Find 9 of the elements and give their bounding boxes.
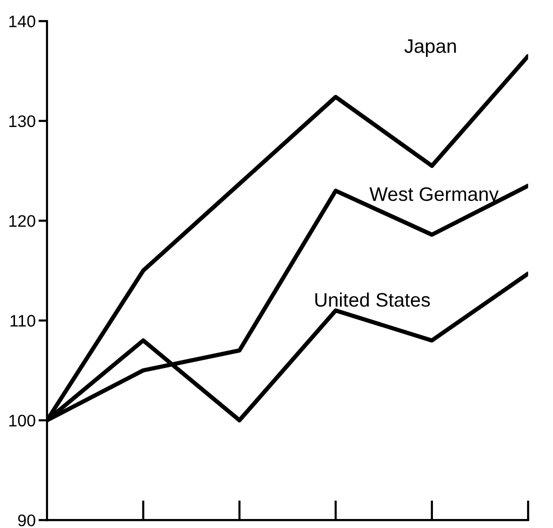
y-tick-label: 90 (18, 514, 36, 526)
y-tick-label: 140 (9, 16, 36, 28)
series-label: United States (315, 292, 430, 307)
y-tick-label: 110 (10, 314, 36, 327)
text: Japan (404, 39, 456, 57)
y-tick-label: 130 (9, 115, 36, 128)
y-tick-label: 100 (9, 414, 36, 426)
y-tick-label: 120 (9, 215, 36, 227)
series-label: West Germany (369, 187, 499, 205)
